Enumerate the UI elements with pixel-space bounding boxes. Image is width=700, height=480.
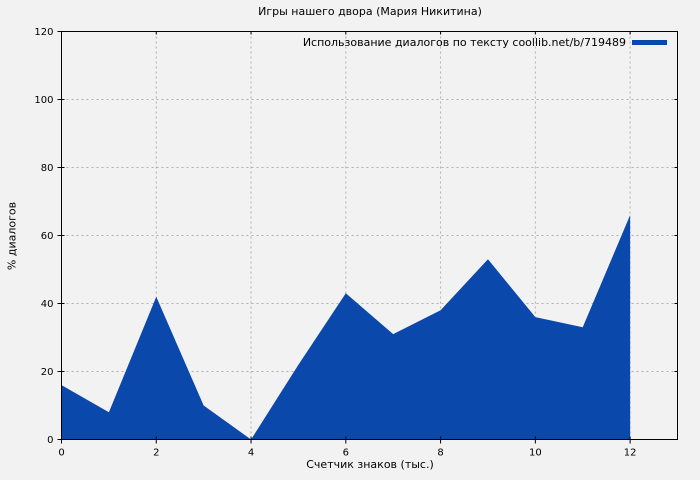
legend-label: Использование диалогов по тексту coollib… bbox=[302, 36, 626, 49]
x-tick-label: 4 bbox=[248, 448, 254, 459]
y-tick-label: 80 bbox=[41, 163, 54, 174]
y-tick-label: 20 bbox=[41, 367, 54, 378]
y-tick-label: 120 bbox=[34, 27, 53, 38]
legend: Использование диалогов по тексту coollib… bbox=[303, 36, 667, 49]
y-tick-label: 60 bbox=[41, 231, 54, 242]
x-tick-label: 10 bbox=[529, 448, 542, 459]
legend-swatch bbox=[632, 40, 667, 45]
x-tick-label: 8 bbox=[437, 448, 443, 459]
x-tick-label: 2 bbox=[153, 448, 159, 459]
area-series bbox=[61, 215, 631, 440]
y-tick-label: 40 bbox=[41, 299, 54, 310]
y-tick-label: 0 bbox=[47, 435, 53, 446]
y-tick-label: 100 bbox=[34, 95, 53, 106]
chart-title: Игры нашего двора (Мария Никитина) bbox=[258, 5, 482, 18]
x-tick-label: 0 bbox=[58, 448, 64, 459]
x-tick-label: 6 bbox=[343, 448, 349, 459]
x-tick-label: 12 bbox=[624, 448, 637, 459]
x-axis-label: Счетчик знаков (тыс.) bbox=[306, 458, 434, 471]
